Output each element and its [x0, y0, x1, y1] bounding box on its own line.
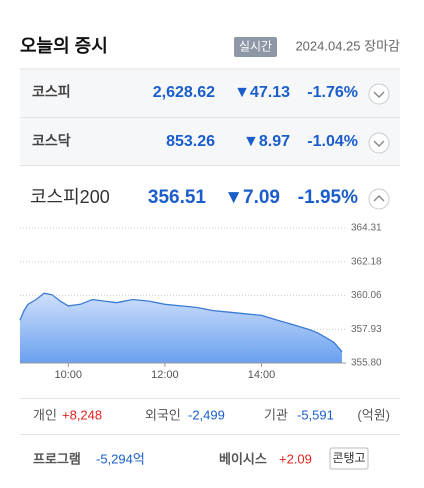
basis-label: 베이시스 [219, 451, 267, 466]
badge: 실시간 [239, 40, 272, 54]
index-value: 2,628.62 [153, 84, 215, 101]
investor-value: +8,248 [62, 407, 102, 422]
index-rate: -1.95% [298, 187, 358, 208]
date: 2024.04.25 장마감 [295, 38, 400, 53]
index-change: ▼47.13 [234, 84, 290, 101]
index-change: ▼8.97 [243, 133, 290, 150]
index-rate: -1.04% [307, 133, 358, 150]
x-tick-label: 10:00 [55, 369, 83, 381]
toggle-button[interactable] [368, 83, 390, 105]
investor-value: -5,591 [297, 407, 334, 422]
index-value: 356.51 [148, 187, 207, 208]
index-change: ▼7.09 [224, 187, 280, 208]
toggle-button[interactable] [368, 188, 390, 210]
y-tick-label: 362.18 [351, 256, 382, 267]
basis-value: +2.09 [279, 451, 312, 466]
investor-label: 개인 [33, 407, 57, 422]
toggle-button[interactable] [368, 132, 390, 154]
title: 오늘의 증시 [20, 36, 108, 56]
area [20, 293, 342, 363]
tag: 콘탱고 [332, 451, 365, 465]
x-tick-label: 14:00 [248, 369, 276, 381]
chevron [373, 195, 385, 202]
program-value: -5,294억 [96, 451, 145, 466]
y-tick-label: 364.31 [351, 223, 382, 234]
chevron [373, 91, 385, 98]
investor-value: -2,499 [188, 407, 225, 422]
index-rate: -1.76% [307, 84, 358, 101]
index-value: 853.26 [166, 133, 215, 150]
unit: (억원) [357, 407, 390, 422]
x-tick-label: 12:00 [151, 369, 179, 381]
chevron [373, 140, 385, 147]
row-bg [20, 70, 400, 117]
line [19, 292, 343, 353]
program-label: 프로그램 [33, 451, 81, 466]
investor-label: 기관 [264, 407, 288, 422]
y-tick-label: 360.06 [351, 290, 382, 301]
y-tick-label: 355.80 [351, 358, 382, 369]
index-name[interactable]: 코스피200 [30, 187, 110, 207]
investor-label: 외국인 [145, 407, 181, 422]
tag-bg [329, 447, 369, 470]
y-tick-label: 357.93 [351, 324, 382, 335]
index-name[interactable]: 코스피 [32, 84, 71, 100]
index-name[interactable]: 코스닥 [32, 133, 71, 149]
badge-bg [234, 37, 277, 57]
row-bg [20, 118, 400, 165]
